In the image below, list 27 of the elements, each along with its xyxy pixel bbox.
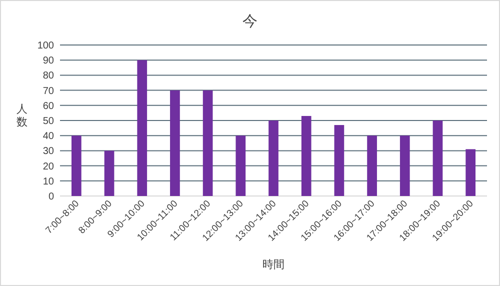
y-tick-label: 80 (42, 70, 54, 82)
y-tick-label: 40 (42, 131, 54, 142)
bar (236, 136, 246, 196)
x-axis-title: 時間 (262, 258, 284, 271)
bar (268, 120, 278, 196)
bar (71, 136, 82, 196)
bar (432, 120, 443, 196)
bar (202, 90, 213, 196)
y-tick-label: 0 (48, 192, 54, 202)
bar (170, 90, 180, 196)
bar (301, 116, 312, 196)
bar (367, 136, 377, 196)
bar (400, 136, 410, 196)
y-tick-label: 10 (42, 176, 54, 188)
bar (137, 60, 148, 196)
bar (334, 125, 344, 196)
y-tick-label: 100 (37, 40, 54, 52)
y-tick-label: 30 (42, 146, 54, 158)
y-axis-title: 人数 (16, 104, 28, 128)
bar (104, 150, 114, 196)
y-tick-label: 70 (42, 86, 54, 97)
y-tick-label: 20 (42, 161, 54, 172)
y-tick-label: 50 (42, 116, 54, 127)
y-tick-label: 90 (42, 56, 54, 67)
y-tick-label: 60 (42, 100, 54, 112)
bar (466, 149, 476, 196)
chart-title: 今 (242, 13, 258, 30)
